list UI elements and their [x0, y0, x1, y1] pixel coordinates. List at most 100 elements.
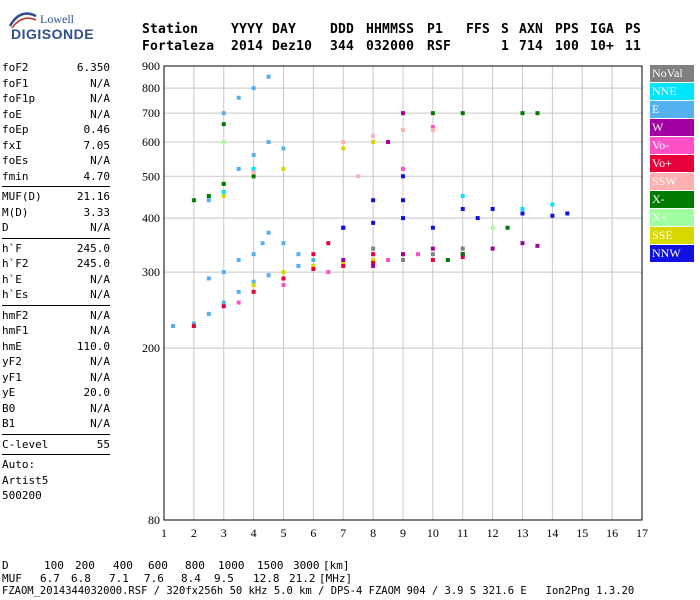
- muf-value: 9.5: [214, 572, 234, 585]
- hdr-value-ddd: 344: [330, 39, 355, 54]
- data-point-vo: [311, 266, 316, 271]
- param-name: foF1: [2, 76, 29, 90]
- param-value: N/A: [90, 76, 110, 90]
- d-value: 3000: [293, 559, 320, 572]
- data-point-nnw: [371, 220, 376, 225]
- y-tick-label: 400: [142, 211, 160, 225]
- data-point-nnw: [520, 211, 525, 216]
- data-point-noval: [460, 246, 465, 251]
- param-name: hmF2: [2, 308, 29, 322]
- divider: [2, 237, 110, 239]
- param-value: N/A: [90, 272, 110, 286]
- hdr-label-hhmmss: HHMMSS: [366, 22, 415, 37]
- muf-value: 7.6: [144, 572, 164, 585]
- data-point-sse: [341, 146, 346, 151]
- hdr-label-p1: P1: [427, 22, 444, 37]
- hdr-value-station: Fortaleza: [142, 39, 215, 54]
- param-value: N/A: [90, 107, 110, 121]
- y-tick-label: 500: [142, 169, 160, 183]
- data-point-nne: [520, 206, 525, 211]
- param-value: 7.05: [83, 138, 111, 152]
- data-point-nnw: [401, 174, 405, 179]
- data-point-nnw: [371, 198, 376, 203]
- hdr-value-pps: 100: [555, 39, 580, 54]
- param-name: fmin: [2, 169, 29, 183]
- parameter-panel: foF2 6.350 foF1 N/A foF1p N/A foE N/A foEp 0.…: [2, 60, 110, 504]
- data-point-w: [341, 257, 346, 262]
- data-point-noval: [371, 246, 376, 251]
- param-row: foF2 6.350: [2, 60, 110, 76]
- data-point-vo: [251, 289, 256, 294]
- data-point-vo: [371, 252, 376, 257]
- param-name: hmE: [2, 339, 22, 353]
- data-point-nne: [221, 189, 226, 194]
- data-point-x: [535, 111, 540, 116]
- legend-item-sse: SSE: [650, 227, 694, 244]
- muf-value: 6.8: [71, 572, 91, 585]
- data-point-vo: [326, 241, 331, 246]
- legend: NoVal NNE E W Vo- Vo+ SSW X- X+ SSE NNW: [650, 65, 694, 263]
- param-name: foE: [2, 107, 22, 121]
- data-point-ssw: [341, 140, 346, 145]
- data-point-e: [266, 230, 271, 235]
- param-row: foF1p N/A: [2, 91, 110, 107]
- param-name: h`F2: [2, 257, 29, 270]
- param-name: C-level: [2, 437, 49, 451]
- param-name: yF2: [2, 355, 22, 368]
- x-tick-label: 14: [546, 526, 558, 540]
- data-point-ssw: [371, 133, 376, 138]
- param-value: N/A: [90, 154, 110, 167]
- data-point-e: [281, 146, 286, 151]
- data-point-ssw: [430, 127, 435, 132]
- data-point-e: [191, 321, 196, 326]
- param-row: M(D) 3.33: [2, 205, 110, 221]
- param-value: 6.350: [76, 61, 110, 74]
- data-point-vo: [281, 283, 286, 288]
- param-value: N/A: [90, 355, 110, 368]
- legend-item-w: W: [650, 119, 694, 136]
- d-value: 200: [75, 559, 95, 572]
- param-name: fxI: [2, 138, 22, 152]
- param-row: h`F2 245.0: [2, 256, 110, 272]
- x-tick-label: 9: [400, 526, 406, 540]
- param-row: MUF(D) 21.16: [2, 189, 110, 205]
- param-name: hmF1: [2, 324, 29, 337]
- param-name: h`Es: [2, 288, 29, 301]
- data-point-e: [266, 273, 271, 278]
- data-point-x: [490, 225, 495, 230]
- data-point-x: [460, 252, 465, 257]
- data-point-w: [535, 243, 540, 248]
- data-point-sse: [221, 194, 226, 199]
- data-point-nne: [460, 194, 465, 199]
- data-point-x: [520, 111, 525, 116]
- data-point-noval: [430, 252, 435, 257]
- hdr-label-iga: IGA: [590, 22, 615, 37]
- data-point-w: [401, 252, 405, 257]
- param-row: yF1 N/A: [2, 370, 110, 386]
- data-point-nne: [550, 202, 555, 207]
- d-value: [km]: [323, 559, 350, 572]
- divider: [2, 186, 110, 187]
- param-row: foE N/A: [2, 107, 110, 123]
- hdr-label-pps: PPS: [555, 22, 580, 37]
- data-point-e: [236, 257, 241, 262]
- data-point-sse: [281, 270, 286, 275]
- y-tick-label: 800: [142, 81, 160, 95]
- x-tick-label: 12: [487, 526, 499, 540]
- data-point-x: [221, 181, 226, 186]
- data-point-nnw: [430, 225, 435, 230]
- param-name: foEp: [2, 123, 29, 136]
- x-tick-label: 11: [457, 526, 469, 540]
- data-point-w: [386, 140, 391, 145]
- legend-item-ssw: SSW: [650, 173, 694, 190]
- auto-line-2: Artist5: [2, 473, 49, 487]
- muf-value: 6.7: [40, 572, 60, 585]
- footer-line: FZAOM_2014344032000.RSF / 320fx256h 50 k…: [2, 585, 635, 597]
- param-row: hmF2 N/A: [2, 308, 110, 324]
- data-point-vo: [236, 300, 241, 305]
- param-name: h`F: [2, 241, 22, 255]
- data-point-sse: [341, 260, 346, 265]
- param-value: N/A: [90, 221, 110, 234]
- data-point-e: [221, 270, 226, 275]
- legend-item-nne: NNE: [650, 83, 694, 100]
